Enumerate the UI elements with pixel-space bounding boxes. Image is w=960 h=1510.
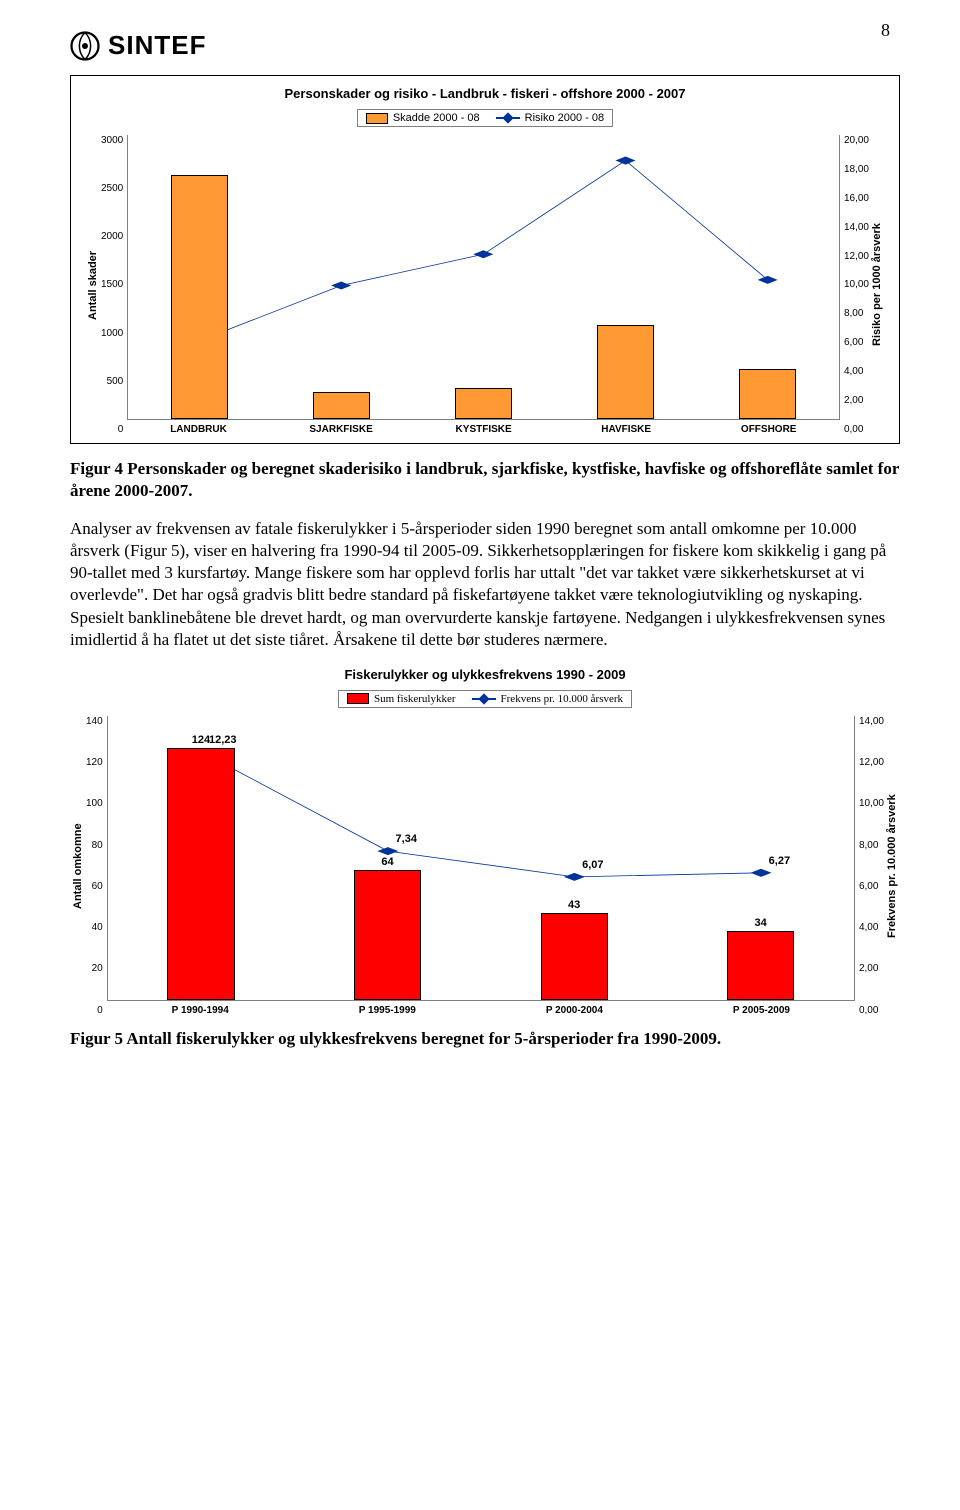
chart2-bar-swatch: [347, 693, 369, 704]
chart-bar: [739, 369, 796, 419]
bar-value-label: 34: [755, 917, 767, 929]
chart-bar: [313, 392, 370, 419]
chart1-plot-area: [127, 135, 840, 420]
chart-bar: [541, 913, 608, 1000]
chart1-y-right-label: Risiko per 1000 årsverk: [869, 135, 885, 435]
chart1-frame: Personskader og risiko - Landbruk - fisk…: [70, 75, 900, 444]
sintef-logo: SINTEF: [70, 30, 900, 61]
line-value-label: 12,23: [209, 734, 237, 746]
chart-bar: [455, 388, 512, 419]
chart-bar: [171, 175, 228, 419]
chart1-legend: Skadde 2000 - 08 Risiko 2000 - 08: [85, 109, 885, 127]
line-value-label: 7,34: [396, 833, 417, 845]
chart2-legend-line-label: Frekvens pr. 10.000 årsverk: [501, 693, 624, 705]
chart2-x-ticks: P 1990-1994P 1995-1999P 2000-2004P 2005-…: [107, 1001, 855, 1016]
bar-value-label: 64: [381, 856, 393, 868]
chart1-bar-swatch: [366, 113, 388, 124]
chart1-y-left-ticks: 300025002000150010005000: [101, 135, 127, 435]
chart2-legend: Sum fiskerulykker Frekvens pr. 10.000 år…: [70, 690, 900, 708]
chart-bar: [167, 748, 234, 1000]
sintef-globe-icon: [70, 31, 100, 61]
chart1-legend-bar-label: Skadde 2000 - 08: [393, 112, 480, 124]
chart1-line-series: [128, 135, 839, 419]
sintef-logo-text: SINTEF: [108, 30, 206, 61]
chart2-plot-area: 124 64 43 34 12,23 7,34 6,07 6,27: [107, 716, 855, 1001]
chart2-y-left-label: Antall omkomne: [70, 716, 86, 1016]
body-paragraph: Analyser av frekvensen av fatale fiskeru…: [70, 518, 900, 651]
page-number: 8: [881, 20, 890, 41]
figure5-caption: Figur 5 Antall fiskerulykker og ulykkesf…: [70, 1028, 900, 1050]
chart-bar: [597, 325, 654, 419]
chart1-y-right-ticks: 20,0018,0016,0014,0012,0010,008,006,004,…: [840, 135, 869, 435]
figure4-caption: Figur 4 Personskader og beregnet skaderi…: [70, 458, 900, 502]
chart2-title: Fiskerulykker og ulykkesfrekvens 1990 - …: [70, 667, 900, 682]
line-value-label: 6,07: [582, 859, 603, 871]
chart1-legend-line-label: Risiko 2000 - 08: [525, 112, 605, 124]
line-value-label: 6,27: [769, 855, 790, 867]
chart1-x-ticks: LANDBRUKSJARKFISKEKYSTFISKEHAVFISKEOFFSH…: [127, 420, 840, 435]
chart2-container: Fiskerulykker og ulykkesfrekvens 1990 - …: [70, 667, 900, 1016]
chart-bar: [354, 870, 421, 1000]
chart2-y-right-label: Frekvens pr. 10.000 årsverk: [884, 716, 900, 1016]
chart-bar: [727, 931, 794, 1000]
chart2-legend-bar-label: Sum fiskerulykker: [374, 693, 456, 705]
bar-value-label: 43: [568, 899, 580, 911]
chart1-line-swatch: [496, 117, 520, 119]
chart2-line-swatch: [472, 698, 496, 700]
bar-value-label: 124: [192, 734, 210, 746]
chart2-y-left-ticks: 140120100806040200: [86, 716, 107, 1016]
chart2-y-right-ticks: 14,0012,0010,008,006,004,002,000,00: [855, 716, 884, 1016]
chart1-y-left-label: Antall skader: [85, 135, 101, 435]
chart1-title: Personskader og risiko - Landbruk - fisk…: [85, 86, 885, 101]
